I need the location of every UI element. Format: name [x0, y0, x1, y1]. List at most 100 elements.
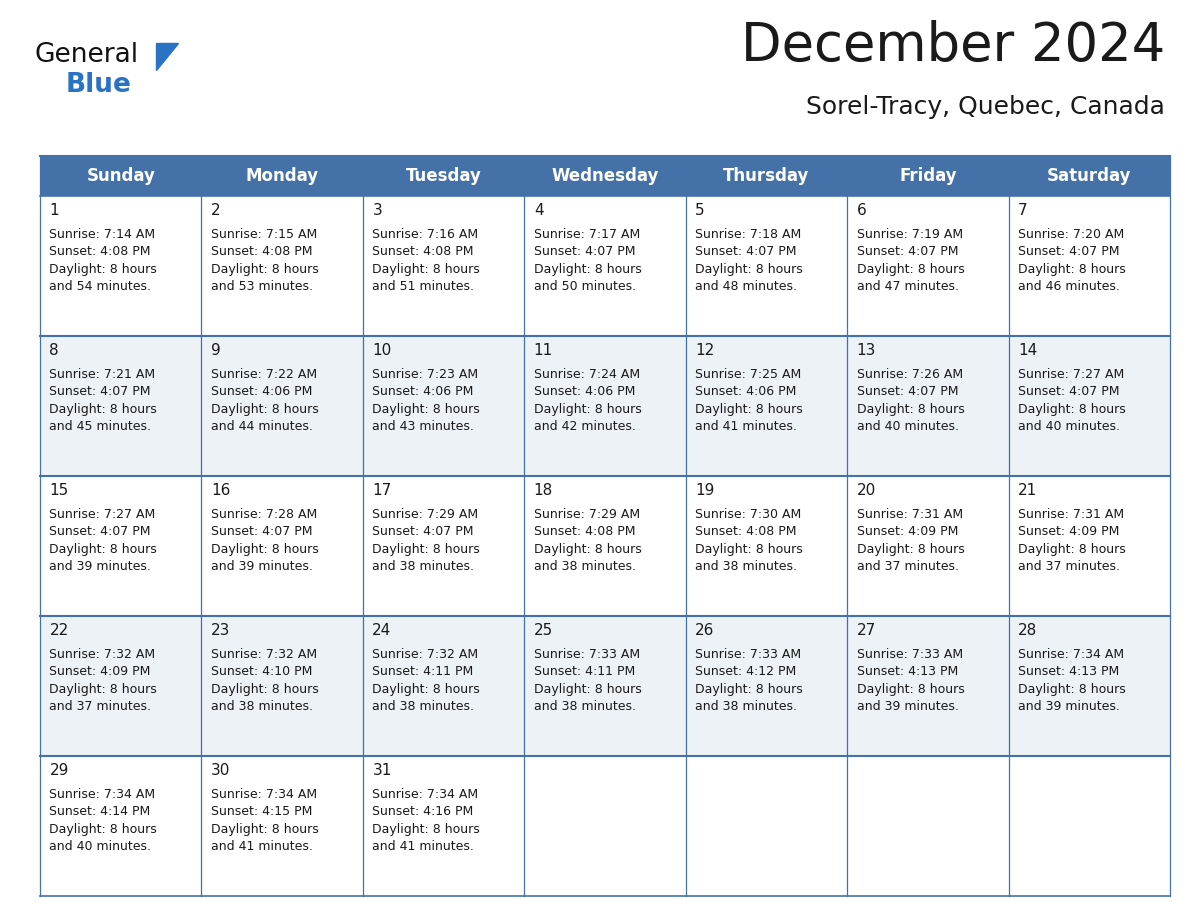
Text: 7: 7	[1018, 203, 1028, 218]
Text: Sunrise: 7:27 AM: Sunrise: 7:27 AM	[50, 508, 156, 521]
Text: Sunset: 4:06 PM: Sunset: 4:06 PM	[533, 385, 636, 398]
Text: and 42 minutes.: and 42 minutes.	[533, 420, 636, 433]
Text: Sunrise: 7:20 AM: Sunrise: 7:20 AM	[1018, 228, 1124, 241]
Text: 29: 29	[50, 763, 69, 778]
Text: Sunrise: 7:19 AM: Sunrise: 7:19 AM	[857, 228, 962, 241]
Text: Sunday: Sunday	[87, 167, 156, 185]
Text: and 38 minutes.: and 38 minutes.	[695, 700, 797, 713]
Text: and 41 minutes.: and 41 minutes.	[695, 420, 797, 433]
Text: Sunset: 4:07 PM: Sunset: 4:07 PM	[857, 245, 959, 258]
Bar	[1009, 476, 1170, 616]
Bar	[1009, 756, 1170, 896]
Text: Sunrise: 7:16 AM: Sunrise: 7:16 AM	[372, 228, 479, 241]
Text: Daylight: 8 hours: Daylight: 8 hours	[372, 402, 480, 416]
Text: Daylight: 8 hours: Daylight: 8 hours	[211, 263, 318, 275]
Text: Sunset: 4:07 PM: Sunset: 4:07 PM	[695, 245, 797, 258]
Text: and 41 minutes.: and 41 minutes.	[372, 840, 474, 853]
Text: Sunrise: 7:31 AM: Sunrise: 7:31 AM	[1018, 508, 1124, 521]
Text: Daylight: 8 hours: Daylight: 8 hours	[695, 402, 803, 416]
Text: and 37 minutes.: and 37 minutes.	[1018, 560, 1120, 573]
Bar	[685, 616, 847, 756]
Text: Daylight: 8 hours: Daylight: 8 hours	[857, 263, 965, 275]
Text: and 40 minutes.: and 40 minutes.	[1018, 420, 1120, 433]
Text: 30: 30	[211, 763, 230, 778]
Text: 22: 22	[50, 623, 69, 638]
Text: and 37 minutes.: and 37 minutes.	[857, 560, 959, 573]
Text: 25: 25	[533, 623, 554, 638]
Text: Daylight: 8 hours: Daylight: 8 hours	[857, 402, 965, 416]
Text: Daylight: 8 hours: Daylight: 8 hours	[533, 543, 642, 555]
Text: and 46 minutes.: and 46 minutes.	[1018, 280, 1120, 293]
Text: and 38 minutes.: and 38 minutes.	[211, 700, 312, 713]
Text: Daylight: 8 hours: Daylight: 8 hours	[211, 823, 318, 835]
Text: 20: 20	[857, 483, 876, 498]
Text: Sunset: 4:07 PM: Sunset: 4:07 PM	[533, 245, 636, 258]
Text: and 39 minutes.: and 39 minutes.	[1018, 700, 1120, 713]
Text: Daylight: 8 hours: Daylight: 8 hours	[372, 543, 480, 555]
Text: Sunrise: 7:31 AM: Sunrise: 7:31 AM	[857, 508, 962, 521]
Text: 13: 13	[857, 343, 876, 358]
Text: and 39 minutes.: and 39 minutes.	[857, 700, 959, 713]
Text: Sunset: 4:15 PM: Sunset: 4:15 PM	[211, 805, 312, 818]
Text: Daylight: 8 hours: Daylight: 8 hours	[50, 823, 157, 835]
Text: Sunrise: 7:29 AM: Sunrise: 7:29 AM	[533, 508, 640, 521]
Text: Friday: Friday	[899, 167, 956, 185]
Text: December 2024: December 2024	[741, 20, 1165, 72]
Bar	[362, 196, 524, 336]
Text: 23: 23	[211, 623, 230, 638]
Text: and 38 minutes.: and 38 minutes.	[372, 560, 474, 573]
Bar	[1009, 196, 1170, 336]
Text: 2: 2	[211, 203, 221, 218]
Bar	[524, 336, 685, 476]
Text: Daylight: 8 hours: Daylight: 8 hours	[211, 543, 318, 555]
Text: and 37 minutes.: and 37 minutes.	[50, 700, 152, 713]
Text: Sunrise: 7:26 AM: Sunrise: 7:26 AM	[857, 367, 962, 380]
Text: Sunset: 4:07 PM: Sunset: 4:07 PM	[50, 525, 151, 538]
Text: Daylight: 8 hours: Daylight: 8 hours	[1018, 263, 1126, 275]
Bar	[40, 156, 1170, 196]
Text: 12: 12	[695, 343, 714, 358]
Text: Sunrise: 7:30 AM: Sunrise: 7:30 AM	[695, 508, 802, 521]
Text: Sunset: 4:07 PM: Sunset: 4:07 PM	[857, 385, 959, 398]
Bar	[685, 336, 847, 476]
Text: and 44 minutes.: and 44 minutes.	[211, 420, 312, 433]
Text: Daylight: 8 hours: Daylight: 8 hours	[372, 682, 480, 696]
Bar	[685, 756, 847, 896]
Bar	[847, 336, 1009, 476]
Text: Daylight: 8 hours: Daylight: 8 hours	[857, 543, 965, 555]
Text: Sunset: 4:14 PM: Sunset: 4:14 PM	[50, 805, 151, 818]
Text: and 38 minutes.: and 38 minutes.	[372, 700, 474, 713]
Text: 4: 4	[533, 203, 543, 218]
Text: Wednesday: Wednesday	[551, 167, 658, 185]
Text: Sunset: 4:13 PM: Sunset: 4:13 PM	[857, 665, 958, 678]
Text: 27: 27	[857, 623, 876, 638]
Text: 28: 28	[1018, 623, 1037, 638]
Bar	[362, 616, 524, 756]
Bar	[202, 756, 362, 896]
Text: Sunrise: 7:17 AM: Sunrise: 7:17 AM	[533, 228, 640, 241]
Text: Daylight: 8 hours: Daylight: 8 hours	[50, 682, 157, 696]
Text: 31: 31	[372, 763, 392, 778]
Text: 11: 11	[533, 343, 554, 358]
Text: 6: 6	[857, 203, 866, 218]
Text: Daylight: 8 hours: Daylight: 8 hours	[211, 682, 318, 696]
Text: Sunrise: 7:24 AM: Sunrise: 7:24 AM	[533, 367, 640, 380]
Text: Sunrise: 7:15 AM: Sunrise: 7:15 AM	[211, 228, 317, 241]
Text: Sunset: 4:08 PM: Sunset: 4:08 PM	[211, 245, 312, 258]
Bar	[524, 756, 685, 896]
Text: Sunrise: 7:25 AM: Sunrise: 7:25 AM	[695, 367, 802, 380]
Text: Sunrise: 7:33 AM: Sunrise: 7:33 AM	[533, 647, 640, 660]
Text: Sunset: 4:07 PM: Sunset: 4:07 PM	[50, 385, 151, 398]
Text: 19: 19	[695, 483, 715, 498]
Text: and 38 minutes.: and 38 minutes.	[533, 560, 636, 573]
Text: Blue: Blue	[67, 72, 132, 98]
Text: Sunset: 4:06 PM: Sunset: 4:06 PM	[372, 385, 474, 398]
Text: Sunrise: 7:33 AM: Sunrise: 7:33 AM	[695, 647, 802, 660]
Text: Monday: Monday	[246, 167, 318, 185]
Text: Sunset: 4:06 PM: Sunset: 4:06 PM	[211, 385, 312, 398]
Text: Sunrise: 7:22 AM: Sunrise: 7:22 AM	[211, 367, 317, 380]
Text: Sunset: 4:08 PM: Sunset: 4:08 PM	[533, 525, 636, 538]
Bar	[202, 476, 362, 616]
Bar	[202, 336, 362, 476]
Text: Sunrise: 7:32 AM: Sunrise: 7:32 AM	[211, 647, 317, 660]
